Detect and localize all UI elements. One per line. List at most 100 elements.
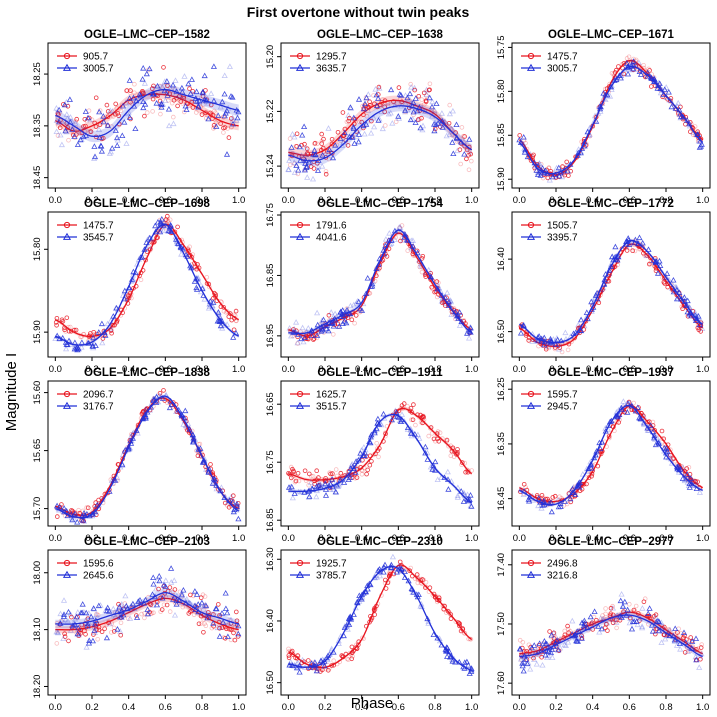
- data-point: [61, 101, 68, 108]
- legend-label: 3005.7: [547, 64, 578, 75]
- data-point: [680, 629, 688, 635]
- fit-curve: [519, 614, 703, 658]
- data-point: [520, 639, 526, 645]
- data-point: [204, 274, 210, 280]
- data-point: [320, 316, 327, 323]
- data-point: [289, 648, 295, 654]
- data-point: [310, 151, 317, 157]
- data-point: [141, 80, 148, 86]
- data-point: [202, 621, 207, 626]
- data-point: [235, 634, 241, 639]
- data-point: [633, 603, 639, 609]
- series-blue: [53, 565, 242, 650]
- fit-curve: [288, 564, 473, 669]
- data-point: [453, 619, 459, 624]
- data-point: [289, 494, 296, 501]
- data-point: [613, 76, 620, 83]
- data-point: [569, 339, 574, 345]
- data-point: [610, 616, 617, 622]
- data-point: [566, 636, 572, 641]
- data-point: [536, 160, 543, 167]
- series-blue: [516, 58, 705, 183]
- data-point: [418, 262, 425, 269]
- data-point: [360, 468, 365, 474]
- data-point: [328, 309, 335, 315]
- data-point: [57, 125, 63, 130]
- data-point: [448, 612, 454, 617]
- data-point: [679, 304, 684, 310]
- data-point: [321, 136, 326, 142]
- data-point: [222, 605, 229, 611]
- data-point: [301, 334, 308, 341]
- data-point: [673, 285, 680, 291]
- data-point: [397, 418, 405, 425]
- data-point: [595, 110, 602, 116]
- data-point: [423, 579, 429, 585]
- y-axis-label: Magnitude I: [3, 353, 20, 431]
- data-point: [127, 90, 133, 95]
- data-point: [193, 284, 200, 291]
- data-point: [216, 602, 221, 607]
- data-point: [658, 619, 665, 625]
- panel-title: OGLE–LMC–CEP–1937: [548, 367, 674, 379]
- data-point: [699, 325, 706, 331]
- legend-marker: [63, 390, 71, 398]
- data-point: [686, 464, 692, 470]
- data-point: [88, 619, 95, 626]
- data-point: [534, 171, 542, 178]
- data-point: [666, 626, 674, 633]
- data-point: [311, 147, 318, 153]
- data-point: [352, 604, 359, 611]
- data-point: [193, 88, 200, 95]
- data-point: [557, 644, 564, 651]
- data-point: [212, 108, 217, 114]
- data-point: [168, 579, 175, 585]
- x-tick-label: 0.2: [549, 702, 562, 713]
- data-point: [285, 166, 292, 172]
- data-point: [391, 565, 398, 571]
- series-blue: [517, 234, 706, 352]
- x-tick-label: 1.0: [232, 364, 245, 375]
- data-point: [302, 160, 309, 166]
- data-point: [52, 335, 59, 342]
- data-point: [330, 479, 337, 485]
- x-tick-label: 0.8: [659, 702, 672, 713]
- data-point: [96, 134, 103, 141]
- data-point: [446, 110, 453, 117]
- data-point: [426, 94, 433, 101]
- data-point: [95, 126, 103, 133]
- data-point: [434, 634, 441, 641]
- data-point: [408, 81, 414, 87]
- data-point: [199, 284, 206, 290]
- data-point: [448, 653, 456, 659]
- data-point: [217, 103, 224, 110]
- data-point: [449, 658, 456, 664]
- data-point: [365, 107, 372, 113]
- data-point: [194, 110, 199, 115]
- data-point: [308, 332, 315, 338]
- data-point: [153, 601, 161, 608]
- data-point: [391, 102, 398, 108]
- data-point: [608, 86, 615, 92]
- data-point: [566, 630, 571, 635]
- data-point: [286, 324, 293, 331]
- data-point: [647, 422, 654, 428]
- data-point: [650, 428, 657, 435]
- data-point: [109, 330, 114, 336]
- y-tick-label: 15.70: [32, 497, 43, 521]
- data-point: [166, 404, 173, 411]
- data-point: [353, 645, 359, 650]
- data-point: [199, 112, 205, 117]
- data-point: [544, 654, 551, 660]
- data-point: [56, 504, 63, 510]
- x-tick-label: 0.0: [282, 195, 295, 206]
- data-point: [367, 462, 373, 468]
- data-point: [327, 470, 332, 476]
- data-point: [661, 444, 668, 451]
- data-point: [468, 503, 475, 509]
- data-point: [417, 264, 423, 270]
- data-point: [592, 452, 599, 458]
